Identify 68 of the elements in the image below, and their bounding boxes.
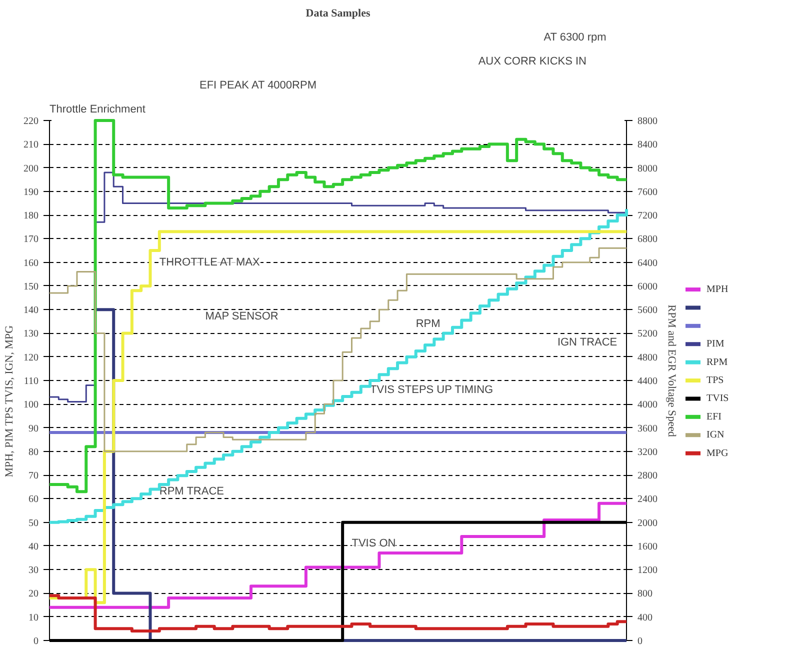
annotation: IGN TRACE <box>557 336 618 349</box>
y2-tick-label: 3600 <box>638 423 658 434</box>
y-axis-title: MPH, PIM TPS TVIS, IGN, MPG <box>4 325 16 478</box>
y-tick-label: 100 <box>24 400 38 411</box>
y2-tick-label: 3200 <box>638 446 658 458</box>
y-tick-label: 70 <box>28 470 38 482</box>
y-tick-label: 80 <box>28 446 38 458</box>
y-tick-label: 110 <box>24 376 39 387</box>
y-tick-label: 200 <box>24 163 38 174</box>
annotation: TVIS ON <box>352 538 396 550</box>
y2-tick-label: 1200 <box>638 565 658 576</box>
y2-tick-label: 4800 <box>638 352 658 364</box>
y2-tick-label: 7200 <box>638 210 658 222</box>
y2-tick-label: 8000 <box>638 163 658 174</box>
y-tick-label: 50 <box>28 518 38 529</box>
y-tick-label: 210 <box>24 140 38 151</box>
y2-tick-label: 6000 <box>638 281 658 292</box>
text: Throttle Enrichment <box>50 104 146 116</box>
y-tick-label: 170 <box>24 234 38 246</box>
legend-label: TVIS <box>706 393 729 404</box>
chart-title: Data Samples <box>306 8 371 20</box>
legend-label: RPM <box>706 356 728 368</box>
y2-tick-label: 2000 <box>638 518 658 529</box>
annotation: RPM TRACE <box>159 486 224 498</box>
y-tick-label: 40 <box>28 541 38 552</box>
legend-label: PIM <box>706 338 724 350</box>
y2-tick-label: 6800 <box>638 234 658 246</box>
y2-tick-label: 4400 <box>638 376 658 387</box>
annotation: TVIS STEPS UP TIMING <box>370 384 494 396</box>
y-tick-label: 180 <box>24 210 38 222</box>
y2-tick-label: 4000 <box>638 400 658 411</box>
y-tick-label: 220 <box>24 116 38 127</box>
annotation: MAP SENSOR <box>205 310 278 323</box>
y2-tick-label: 8400 <box>638 140 658 151</box>
y-tick-label: 20 <box>28 588 38 600</box>
legend-label: IGN <box>706 430 724 441</box>
y2-tick-label: 5600 <box>638 305 658 316</box>
y-tick-label: 160 <box>24 258 38 269</box>
y2-tick-label: 8800 <box>638 116 658 127</box>
y2-tick-label: 800 <box>638 588 652 600</box>
y2-tick-label: 2800 <box>638 470 658 482</box>
legend-label: EFI <box>706 411 722 422</box>
y-tick-label: 30 <box>28 565 38 576</box>
y-tick-label: 90 <box>28 423 38 434</box>
y-tick-label: 120 <box>24 352 38 364</box>
y-tick-label: 140 <box>24 305 38 316</box>
y2-tick-label: 5200 <box>638 328 658 340</box>
y2-tick-label: 1600 <box>638 541 658 552</box>
text: EFI PEAK AT 4000RPM <box>200 80 316 92</box>
y2-tick-label: 2400 <box>638 494 658 506</box>
y2-tick-label: 0 <box>638 636 642 647</box>
annotation: THROTTLE AT MAX <box>159 256 261 268</box>
y-tick-label: 150 <box>24 281 38 292</box>
y-tick-label: 10 <box>28 612 38 624</box>
text: AUX CORR KICKS IN <box>478 56 587 68</box>
y2-tick-label: 6400 <box>638 258 658 269</box>
legend-label: MPG <box>706 448 728 459</box>
y2-tick-label: 400 <box>638 612 652 624</box>
y2-axis-title: RPM and EGR Voltage Speed <box>666 304 678 438</box>
text: AT 6300 rpm <box>544 32 606 44</box>
legend-label: MPH <box>706 284 728 295</box>
y-tick-label: 190 <box>24 186 38 198</box>
y-tick-label: 0 <box>34 636 38 647</box>
y2-tick-label: 7600 <box>638 186 658 198</box>
y-tick-label: 130 <box>24 328 38 340</box>
y-tick-label: 60 <box>28 494 38 506</box>
annotation: RPM <box>416 318 440 330</box>
legend-label: TPS <box>706 375 724 386</box>
